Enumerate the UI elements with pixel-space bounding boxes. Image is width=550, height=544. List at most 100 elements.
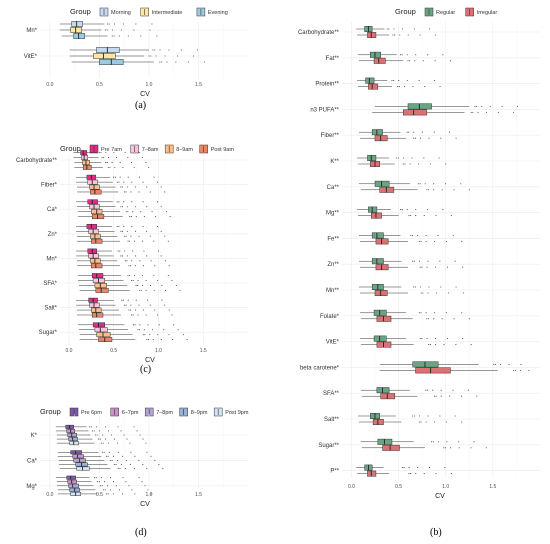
- outlier-point: [144, 334, 146, 336]
- outlier-point: [427, 389, 429, 391]
- outlier-point: [116, 181, 118, 183]
- legend-label: Morning: [111, 10, 131, 16]
- outlier-point: [121, 186, 124, 188]
- box-iqr: [376, 387, 390, 394]
- outlier-point: [134, 230, 136, 232]
- outlier-point: [116, 459, 119, 461]
- outlier-point: [441, 318, 443, 320]
- category-label: SFA**: [323, 391, 340, 397]
- outlier-point: [468, 189, 470, 191]
- outlier-point: [439, 415, 441, 417]
- outlier-point: [182, 334, 185, 336]
- outlier-point: [128, 485, 130, 487]
- outlier-point: [133, 467, 135, 470]
- outlier-point: [133, 426, 135, 428]
- category-label: Mg*: [26, 484, 37, 490]
- outlier-point: [164, 191, 166, 193]
- outlier-point: [107, 166, 109, 168]
- outlier-point: [419, 183, 421, 185]
- box: [73, 150, 141, 156]
- outlier-point: [155, 216, 157, 218]
- box: [360, 387, 469, 394]
- outlier-point: [401, 28, 404, 30]
- category-label: Fe**: [327, 236, 339, 242]
- outlier-point: [425, 240, 427, 242]
- box: [358, 413, 456, 419]
- legend: Group Pre 7am 7–8am 8–9am Post 9am: [60, 144, 234, 154]
- outlier-point: [508, 363, 510, 365]
- outlier-point: [425, 312, 427, 314]
- box: [359, 335, 464, 342]
- panel-label: (c): [140, 364, 151, 375]
- box: [358, 258, 456, 265]
- outlier-point: [413, 28, 415, 30]
- outlier-point: [462, 338, 464, 340]
- box-iqr: [66, 475, 76, 480]
- outlier-point: [403, 86, 405, 88]
- box: [357, 77, 435, 84]
- outlier-point: [103, 451, 105, 453]
- outlier-point: [441, 189, 443, 191]
- outlier-point: [413, 260, 415, 262]
- outlier-point: [140, 35, 142, 37]
- panel-label: (a): [135, 100, 146, 111]
- panel-a: Group Morning Intermediate Evening 0.0 0.5 1.0…: [24, 7, 248, 111]
- outlier-point: [472, 111, 474, 113]
- outlier-point: [116, 225, 118, 227]
- outlier-point: [440, 137, 442, 139]
- legend-title: Group: [395, 7, 416, 16]
- outlier-point: [413, 415, 415, 417]
- outlier-point: [467, 389, 469, 391]
- x-axis-label: CV: [435, 493, 445, 500]
- outlier-point: [132, 279, 134, 282]
- box: [361, 444, 487, 451]
- box-iqr: [367, 470, 377, 477]
- outlier-point: [144, 485, 146, 487]
- outlier-point: [114, 176, 116, 178]
- outlier-point: [180, 49, 182, 51]
- outlier-point: [196, 49, 199, 51]
- outlier-point: [117, 250, 119, 252]
- outlier-point: [101, 451, 103, 453]
- legend-label: Evening: [208, 10, 228, 16]
- category-label: VitE*: [24, 54, 38, 60]
- box-iqr: [91, 312, 104, 318]
- outlier-point: [412, 415, 414, 417]
- outlier-point: [445, 421, 448, 423]
- outlier-point: [121, 206, 124, 208]
- outlier-point: [100, 442, 102, 444]
- outlier-point: [126, 438, 128, 440]
- box: [77, 263, 170, 269]
- legend-title: Group: [40, 407, 61, 416]
- box: [76, 228, 162, 234]
- outlier-point: [130, 304, 132, 306]
- box: [360, 186, 470, 193]
- outlier-point: [142, 334, 144, 336]
- box: [74, 164, 150, 170]
- outlier-point: [149, 29, 151, 31]
- outlier-point: [118, 489, 120, 491]
- outlier-point: [120, 186, 122, 188]
- outlier-point: [107, 455, 109, 457]
- outlier-point: [131, 260, 133, 262]
- box-iqr: [380, 393, 396, 400]
- outlier-point: [428, 318, 430, 320]
- outlier-point: [415, 215, 417, 217]
- legend-item: 8–9am: [164, 144, 193, 154]
- box: [56, 437, 144, 442]
- outlier-point: [439, 260, 441, 262]
- outlier-point: [123, 235, 126, 237]
- outlier-point: [407, 60, 409, 62]
- outlier-point: [132, 250, 134, 252]
- outlier-point: [427, 260, 429, 262]
- box: [77, 209, 168, 215]
- box: [359, 238, 463, 245]
- outlier-point: [96, 426, 98, 428]
- outlier-point: [440, 389, 442, 391]
- outlier-point: [419, 137, 421, 139]
- category-label: Salt*: [44, 306, 57, 312]
- outlier-point: [411, 234, 414, 236]
- outlier-point: [129, 216, 131, 218]
- outlier-point: [433, 395, 435, 397]
- outlier-point: [500, 363, 502, 365]
